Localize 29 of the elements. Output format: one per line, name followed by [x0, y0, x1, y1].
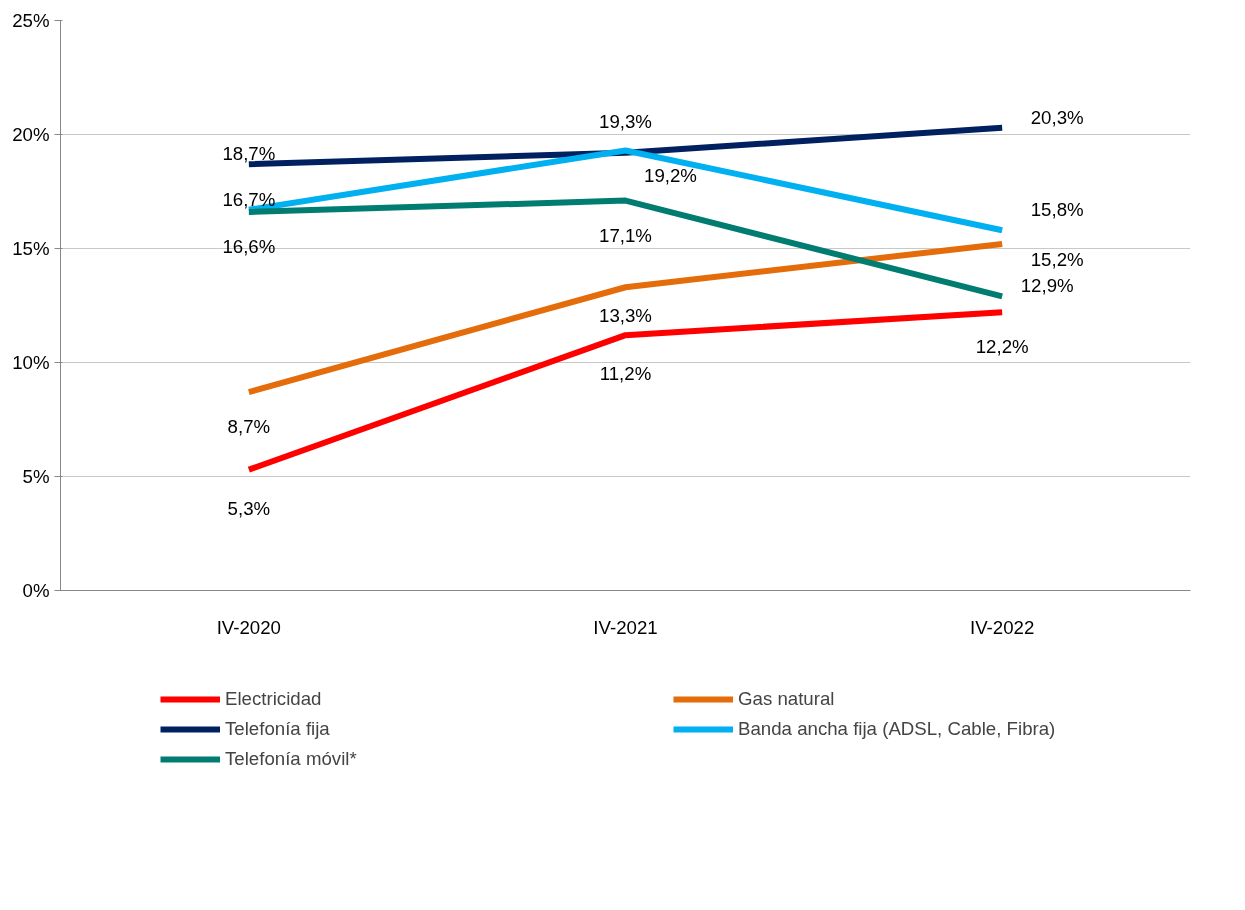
data-label: 13,3% [599, 305, 652, 327]
legend-label: Telefonía móvil* [225, 748, 358, 770]
data-label: 15,8% [1030, 199, 1084, 221]
data-label: 16,7% [222, 188, 276, 210]
data-label: 16,6% [222, 236, 276, 258]
legend-label: Gas natural [738, 688, 836, 710]
legend-label: Banda ancha fija (ADSL, Cable, Fibra) [738, 718, 1057, 740]
data-label: 11,2% [599, 363, 652, 385]
y-tick-label: 0% [22, 580, 50, 601]
data-label: 5,3% [227, 497, 271, 519]
legend-label: Telefonía fija [225, 718, 331, 740]
data-label: 20,3% [1030, 106, 1084, 128]
data-label: 17,1% [599, 224, 652, 246]
data-label: 12,9% [1020, 275, 1074, 297]
y-tick-label: 15% [12, 238, 50, 259]
x-tick-label: IV-2021 [593, 616, 658, 638]
data-label: 8,7% [227, 416, 271, 438]
data-label: 12,2% [975, 336, 1029, 358]
y-tick-label: 20% [12, 124, 50, 145]
x-tick-label: IV-2020 [216, 616, 282, 638]
data-label: 15,2% [1030, 248, 1084, 270]
y-tick-label: 10% [12, 352, 50, 373]
data-label: 19,3% [599, 111, 652, 133]
y-tick-label: 5% [22, 466, 50, 487]
data-label: 19,2% [644, 164, 697, 186]
x-tick-label: IV-2022 [970, 616, 1035, 638]
y-tick-label: 25% [12, 10, 50, 31]
data-label: 18,7% [222, 143, 276, 165]
legend-label: Electricidad [225, 688, 323, 710]
